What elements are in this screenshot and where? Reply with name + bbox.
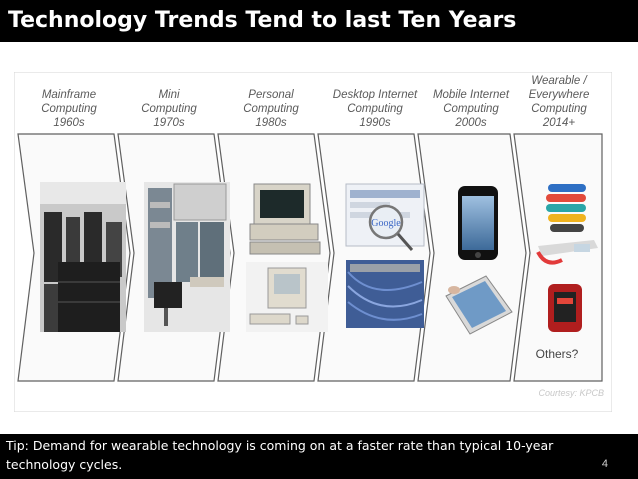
svg-text:Mobile Internet: Mobile Internet: [433, 89, 510, 101]
era-label-mainframe: Mainframe Computing 1960s: [41, 89, 97, 129]
title-bar: Technology Trends Tend to last Ten Years: [0, 0, 638, 42]
svg-text:Mini: Mini: [158, 89, 180, 101]
macintosh-image: [246, 262, 328, 332]
svg-text:Computing: Computing: [243, 103, 299, 115]
smart-glasses-image: [536, 240, 598, 265]
ipad-image: [445, 275, 513, 335]
era-label-mobile-internet: Mobile Internet Computing 2000s: [433, 89, 510, 129]
svg-text:Wearable /: Wearable /: [531, 75, 588, 87]
era-label-mini: Mini Computing 1970s: [141, 89, 197, 129]
page-number: 4: [601, 458, 608, 470]
fitness-bands-image: [546, 184, 586, 232]
svg-text:Personal: Personal: [248, 89, 294, 101]
svg-text:Everywhere: Everywhere: [529, 89, 590, 101]
era-label-desktop-internet: Desktop Internet Computing 1990s: [333, 89, 418, 129]
svg-text:1990s: 1990s: [359, 117, 391, 129]
svg-text:1980s: 1980s: [255, 117, 287, 129]
era-label-wearable: Wearable / Everywhere Computing 2014+: [529, 75, 590, 129]
svg-text:Mainframe: Mainframe: [42, 89, 96, 101]
google-logo-text: Google: [371, 218, 401, 229]
tip-bar: Tip: Demand for wearable technology is c…: [0, 434, 638, 479]
mainframe-room-image: [40, 182, 126, 332]
iphone-image: [458, 186, 498, 260]
svg-text:Computing: Computing: [347, 103, 403, 115]
svg-text:2000s: 2000s: [454, 117, 487, 129]
ibm-pc-image: [249, 183, 321, 255]
minicomputer-image: [144, 182, 230, 332]
smartwatch-image: [548, 284, 582, 332]
era-column-desktop-internet: [317, 133, 431, 382]
era-label-personal: Personal Computing 1980s: [243, 89, 299, 129]
svg-text:1970s: 1970s: [153, 117, 185, 129]
courtesy-caption: Courtesy: KPCB: [538, 388, 604, 398]
svg-text:Computing: Computing: [531, 103, 587, 115]
tip-text: Tip: Demand for wearable technology is c…: [6, 438, 554, 472]
svg-text:Computing: Computing: [443, 103, 499, 115]
network-cables-image: [346, 260, 424, 328]
svg-text:Desktop Internet: Desktop Internet: [333, 89, 418, 101]
svg-text:2014+: 2014+: [542, 117, 576, 129]
svg-text:1960s: 1960s: [53, 117, 85, 129]
svg-text:Computing: Computing: [141, 103, 197, 115]
era-column-personal: [217, 133, 331, 382]
slide-title: Technology Trends Tend to last Ten Years: [8, 8, 517, 33]
technology-eras-diagram: Mainframe Computing 1960s Mini Computing…: [14, 72, 612, 412]
others-label: Others?: [536, 347, 579, 361]
svg-text:Computing: Computing: [41, 103, 97, 115]
browser-search-image: Google: [345, 183, 425, 251]
